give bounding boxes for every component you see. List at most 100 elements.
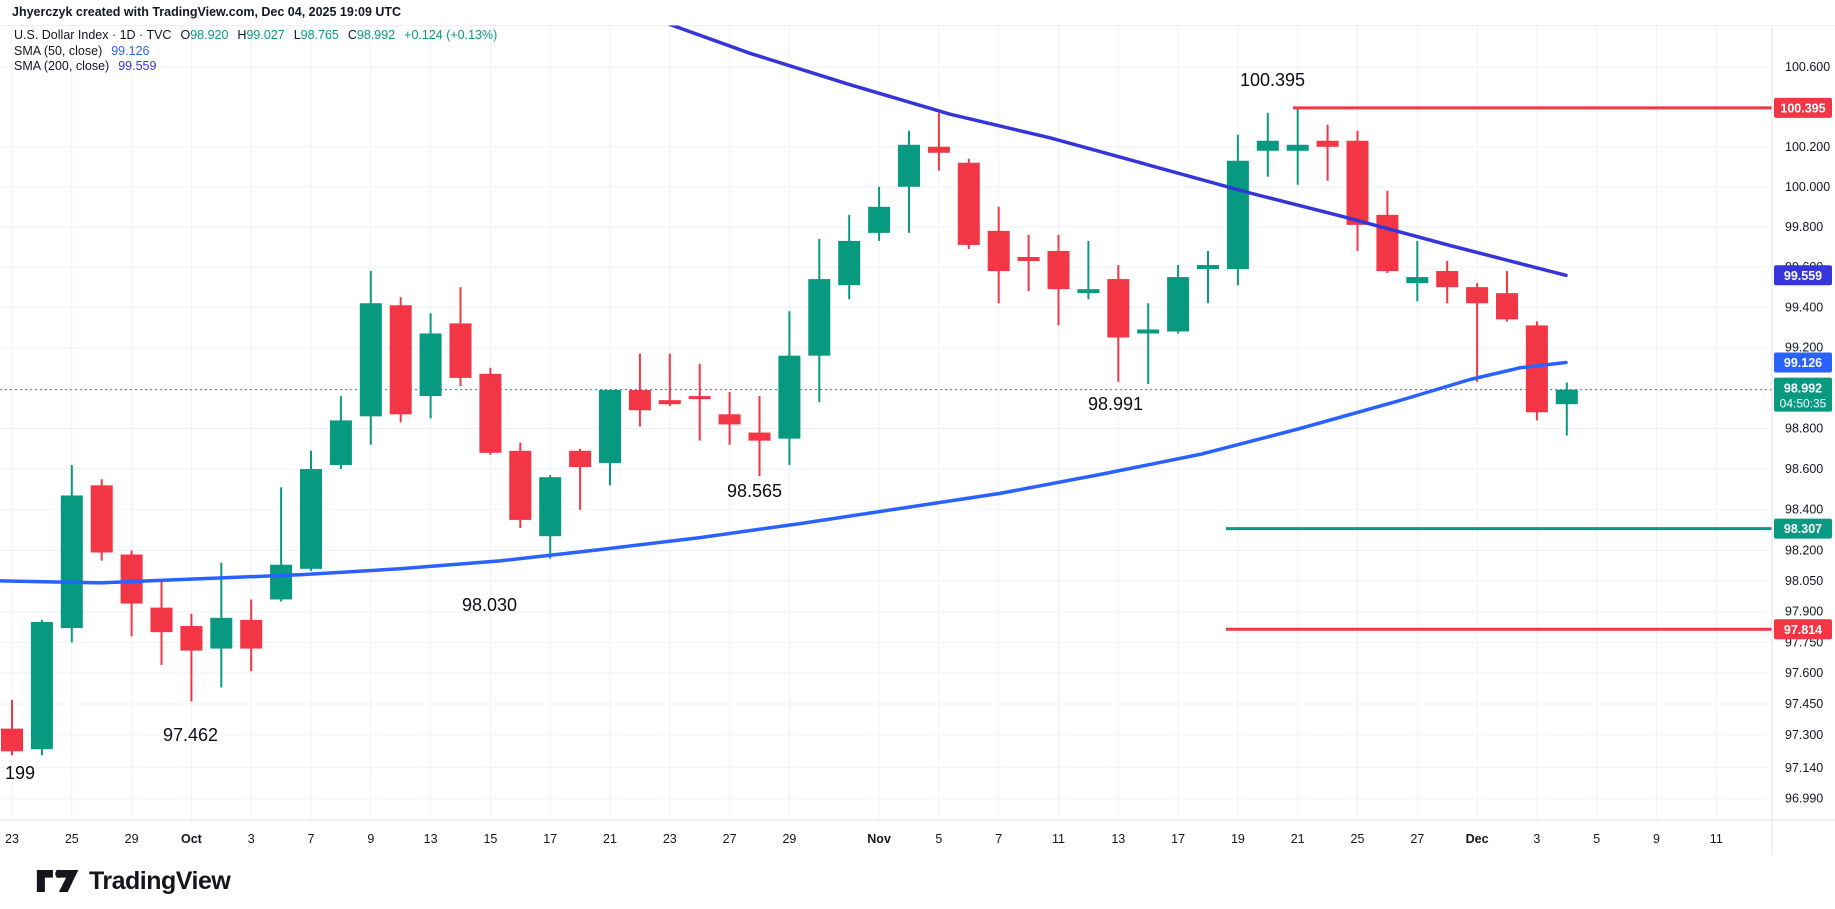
- time-tick: Oct: [181, 832, 203, 846]
- candle[interactable]: [180, 613, 203, 702]
- price-tick: 97.900: [1785, 605, 1823, 619]
- sma200-line[interactable]: [658, 19, 1568, 278]
- price-badge-98.307: 98.307: [1774, 518, 1832, 539]
- sma50-line[interactable]: [0, 360, 1568, 585]
- candle[interactable]: [60, 465, 83, 643]
- candle[interactable]: [419, 313, 442, 419]
- annotation-100.395[interactable]: 100.395: [1240, 70, 1305, 90]
- time-tick: 3: [1533, 832, 1540, 846]
- time-tick: 11: [1710, 832, 1723, 846]
- time-tick: 19: [1231, 832, 1245, 846]
- price-badge-99.126: 99.126: [1774, 352, 1832, 373]
- candle[interactable]: [270, 487, 293, 602]
- candle[interactable]: [1346, 130, 1369, 251]
- candle[interactable]: [449, 287, 472, 386]
- candle[interactable]: [210, 562, 233, 688]
- candle[interactable]: [1197, 250, 1219, 304]
- candle[interactable]: [1466, 283, 1489, 382]
- time-tick: 7: [995, 832, 1002, 846]
- candle[interactable]: [748, 396, 771, 477]
- candle[interactable]: [599, 390, 621, 486]
- tradingview-logo[interactable]: TradingView: [36, 866, 231, 896]
- candle[interactable]: [718, 392, 741, 445]
- candle[interactable]: [778, 311, 801, 466]
- candle[interactable]: [898, 130, 920, 233]
- sma50-row[interactable]: SMA (50, close) 99.126: [14, 44, 497, 60]
- candle[interactable]: [1047, 234, 1070, 326]
- time-tick: 11: [1052, 832, 1065, 846]
- tradingview-logo-icon: [36, 869, 79, 892]
- candle[interactable]: [1286, 107, 1309, 185]
- candle[interactable]: [479, 367, 502, 455]
- candle[interactable]: [300, 450, 322, 571]
- time-tick: 23: [663, 832, 677, 846]
- candle[interactable]: [1496, 271, 1518, 322]
- time-tick: 13: [424, 832, 438, 846]
- candle[interactable]: [1555, 382, 1578, 436]
- candle[interactable]: [90, 479, 113, 561]
- svg-text:99.126: 99.126: [1784, 356, 1822, 370]
- time-tick: 17: [543, 832, 557, 846]
- candle[interactable]: [957, 158, 980, 249]
- candle[interactable]: [1137, 303, 1160, 384]
- symbol-row[interactable]: U.S. Dollar Index · 1D · TVC O98.920 H99.0…: [14, 28, 497, 44]
- price-tick: 98.200: [1785, 543, 1823, 557]
- candle[interactable]: [150, 579, 173, 665]
- candle[interactable]: [628, 353, 651, 427]
- candle[interactable]: [569, 448, 592, 510]
- time-tick: 13: [1111, 832, 1125, 846]
- candle[interactable]: [808, 238, 831, 403]
- candle[interactable]: [868, 186, 891, 241]
- annotation-98.030[interactable]: 98.030: [462, 595, 517, 615]
- time-tick: 9: [367, 832, 374, 846]
- candle[interactable]: [1256, 112, 1279, 177]
- price-tick: 98.800: [1785, 421, 1823, 435]
- candle[interactable]: [1316, 124, 1339, 181]
- symbol-title: U.S. Dollar Index · 1D · TVC: [14, 28, 172, 42]
- candle[interactable]: [1436, 260, 1459, 304]
- candle[interactable]: [1525, 321, 1548, 421]
- candle[interactable]: [1077, 240, 1100, 300]
- price-badge-100.395: 100.395: [1774, 97, 1832, 118]
- candle[interactable]: [30, 619, 53, 756]
- ohlc-close-label: C: [347, 28, 357, 42]
- time-tick: 5: [1593, 832, 1600, 846]
- time-tick: 27: [1410, 832, 1424, 846]
- candle[interactable]: [120, 550, 143, 637]
- sma50-label: SMA (50, close): [14, 43, 103, 58]
- price-badge-99.559: 99.559: [1774, 265, 1832, 286]
- price-tick: 100.000: [1785, 180, 1830, 194]
- candle[interactable]: [240, 599, 263, 672]
- candle[interactable]: [688, 363, 711, 441]
- candle[interactable]: [1107, 265, 1130, 382]
- svg-text:98.992: 98.992: [1784, 382, 1822, 396]
- time-axis[interactable]: 23 25 29 Oct 3 7 9 13 15 17 21 23 27 29 Nov 5 7 11 13 17 19 2…: [5, 832, 1723, 846]
- candle[interactable]: [359, 271, 382, 445]
- candle[interactable]: [1406, 240, 1429, 302]
- annotation-98.565[interactable]: 98.565: [727, 481, 782, 501]
- annotation-97.462[interactable]: 97.462: [163, 725, 218, 745]
- candle[interactable]: [1017, 234, 1040, 292]
- candle[interactable]: [329, 396, 352, 470]
- candle[interactable]: [1, 699, 23, 756]
- candle[interactable]: [509, 442, 532, 529]
- candle[interactable]: [539, 475, 562, 559]
- sma200-row[interactable]: SMA (200, close) 99.559: [14, 59, 497, 75]
- candle[interactable]: [389, 297, 412, 423]
- candle[interactable]: [658, 353, 681, 407]
- annotation-199[interactable]: 199: [5, 763, 35, 783]
- ohlc-low-value: 98.765: [300, 28, 339, 42]
- price-axis[interactable]: 100.600100.200100.00099.80099.60099.4009…: [1774, 60, 1832, 806]
- ohlc-high-label: H: [237, 28, 247, 42]
- annotation-98.991[interactable]: 98.991: [1088, 394, 1143, 414]
- time-tick: 17: [1171, 832, 1185, 846]
- candle[interactable]: [1226, 134, 1249, 286]
- candle[interactable]: [838, 214, 861, 300]
- time-tick: 23: [5, 832, 19, 846]
- svg-text:97.814: 97.814: [1784, 623, 1822, 637]
- candle[interactable]: [1167, 265, 1190, 334]
- candle[interactable]: [927, 112, 950, 171]
- time-tick: Nov: [867, 832, 891, 846]
- candle[interactable]: [987, 206, 1010, 304]
